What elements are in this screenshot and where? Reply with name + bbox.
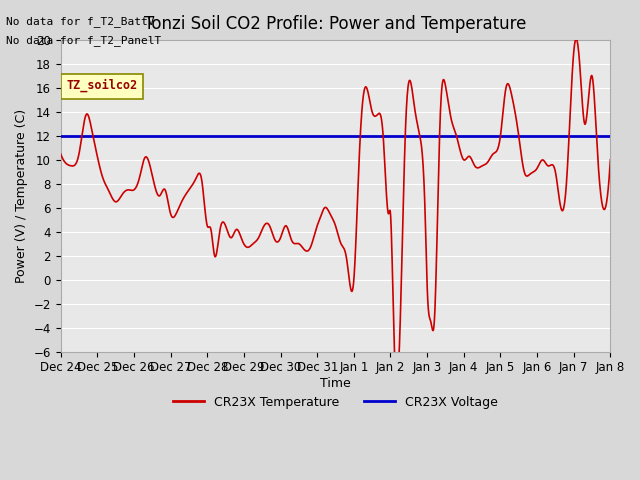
X-axis label: Time: Time (320, 377, 351, 390)
FancyBboxPatch shape (61, 74, 143, 99)
Text: No data for f_T2_BattV: No data for f_T2_BattV (6, 16, 155, 27)
Legend: CR23X Temperature, CR23X Voltage: CR23X Temperature, CR23X Voltage (168, 391, 503, 414)
Text: TZ_soilco2: TZ_soilco2 (67, 79, 138, 92)
Y-axis label: Power (V) / Temperature (C): Power (V) / Temperature (C) (15, 109, 28, 283)
Text: No data for f_T2_PanelT: No data for f_T2_PanelT (6, 35, 162, 46)
Title: Tonzi Soil CO2 Profile: Power and Temperature: Tonzi Soil CO2 Profile: Power and Temper… (145, 15, 527, 33)
